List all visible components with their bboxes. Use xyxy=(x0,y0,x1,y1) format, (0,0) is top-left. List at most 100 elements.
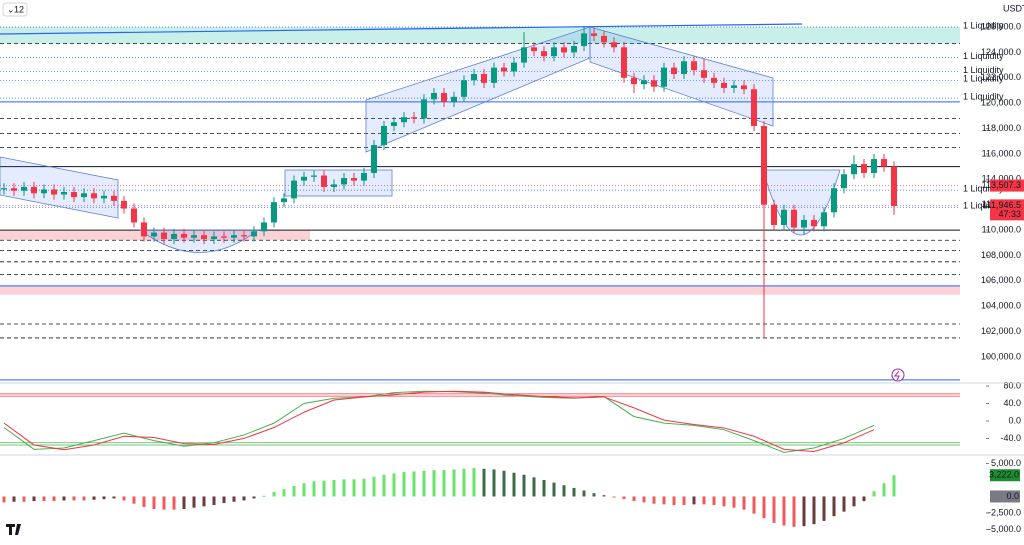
histogram-bar xyxy=(662,496,666,505)
candle-body xyxy=(611,42,617,48)
histogram-bar xyxy=(112,496,116,499)
candle-body xyxy=(61,192,67,195)
histogram-bar xyxy=(872,491,876,497)
histogram-bar xyxy=(412,471,416,497)
candle-body xyxy=(461,80,467,97)
candle-body xyxy=(681,61,687,74)
candle-body xyxy=(301,176,307,181)
y-tick-label: 5,000.0 xyxy=(991,458,1021,468)
histogram-bar xyxy=(282,489,286,497)
y-tick-label: -40.0 xyxy=(1000,433,1021,443)
candle-body xyxy=(781,209,787,226)
histogram-bar xyxy=(862,496,866,502)
candle-body xyxy=(101,195,107,199)
candle-body xyxy=(311,175,317,177)
histogram-bar xyxy=(492,469,496,497)
histogram-bar xyxy=(562,485,566,497)
histogram-bar xyxy=(422,470,426,497)
range-box xyxy=(284,169,393,197)
histogram-bar xyxy=(652,496,656,504)
histogram-bar xyxy=(122,496,126,501)
histogram-bar xyxy=(192,496,196,508)
liquidity-label: 1 Liquidity xyxy=(963,51,1004,61)
histogram-bar xyxy=(332,479,336,497)
histogram-bar xyxy=(452,469,456,497)
candle-body xyxy=(381,126,387,146)
liquidity-label: 1 Liquidity xyxy=(963,183,1004,193)
candle-body xyxy=(281,198,287,203)
interval-box[interactable] xyxy=(2,2,28,17)
histogram-bar xyxy=(782,496,786,526)
interval-pill[interactable]: ⌄ 12 xyxy=(2,2,28,17)
histogram-bar xyxy=(62,496,66,501)
candle-body xyxy=(811,219,817,227)
candle-body xyxy=(651,80,657,87)
candle-body xyxy=(81,193,87,198)
candle-body xyxy=(131,208,137,223)
oscillator-line xyxy=(3,390,875,453)
candle-body xyxy=(771,204,777,226)
liquidity-label: 1 Liquidity xyxy=(963,74,1004,84)
histogram-bar xyxy=(792,496,796,527)
price-label: 111,946.5 xyxy=(982,200,1021,210)
histogram-bar xyxy=(132,496,136,504)
histogram-bar xyxy=(672,496,676,506)
zone xyxy=(0,285,960,295)
zones xyxy=(0,26,960,446)
candle-body xyxy=(351,178,357,181)
logo-mark xyxy=(6,524,21,535)
candle-body xyxy=(571,46,577,53)
histogram-bar xyxy=(292,485,296,497)
candle-body xyxy=(331,184,337,187)
candle-body xyxy=(731,85,737,88)
zone xyxy=(0,27,960,44)
y-tick-label: 100,000.0 xyxy=(981,351,1021,361)
histogram-bar xyxy=(402,472,406,497)
histogram-bar xyxy=(312,481,316,497)
histogram-bar xyxy=(442,470,446,497)
histogram-bar xyxy=(812,496,816,525)
y-tick-label: 118,000.0 xyxy=(982,123,1021,133)
histogram-bar xyxy=(262,495,266,497)
candle-body xyxy=(221,236,227,238)
candle-body xyxy=(661,67,667,87)
chevron: ⌄ xyxy=(7,4,15,14)
candle-body xyxy=(201,235,207,239)
histogram-bar xyxy=(92,496,96,500)
candle-body xyxy=(871,159,877,173)
candle-body xyxy=(91,193,97,199)
y-tick-label: 120,000.0 xyxy=(981,98,1021,108)
liquidity-label: 1 Liquidity xyxy=(963,20,1004,30)
histogram-bar xyxy=(802,496,806,527)
candle-body xyxy=(231,235,237,238)
candle-body xyxy=(621,47,627,78)
histogram-bar xyxy=(732,496,736,508)
plot: 1 Liquidity 1 Liquidity 1 Liquidity 1 Liqui… xyxy=(1,20,1024,534)
candle-body xyxy=(631,77,637,85)
candle-body xyxy=(431,93,437,100)
histogram-bar xyxy=(72,496,76,501)
y-tick-label: 80.0 xyxy=(1003,380,1021,390)
candle-body xyxy=(211,236,217,239)
histogram-bar xyxy=(142,496,146,508)
candle-body xyxy=(581,33,587,47)
y-tick-label: -2,500.0 xyxy=(988,507,1021,517)
histogram-bar xyxy=(82,496,86,501)
event-icon-bolt xyxy=(893,370,900,381)
histogram-bar xyxy=(702,496,706,505)
candle-body xyxy=(671,67,677,74)
candle-body xyxy=(891,166,897,206)
histogram-bar xyxy=(622,496,626,500)
axis-label: 0.0 xyxy=(1006,491,1019,501)
y-tick-label: 124,000.0 xyxy=(981,47,1021,57)
candle-body xyxy=(861,164,867,173)
histogram-bar xyxy=(682,496,686,506)
candle-body xyxy=(881,159,887,167)
candle-body xyxy=(591,33,597,36)
histogram-bar xyxy=(32,496,36,502)
candle-body xyxy=(841,174,847,189)
candle-body xyxy=(491,67,497,83)
trend-line xyxy=(0,23,803,35)
candle-body xyxy=(791,209,797,228)
